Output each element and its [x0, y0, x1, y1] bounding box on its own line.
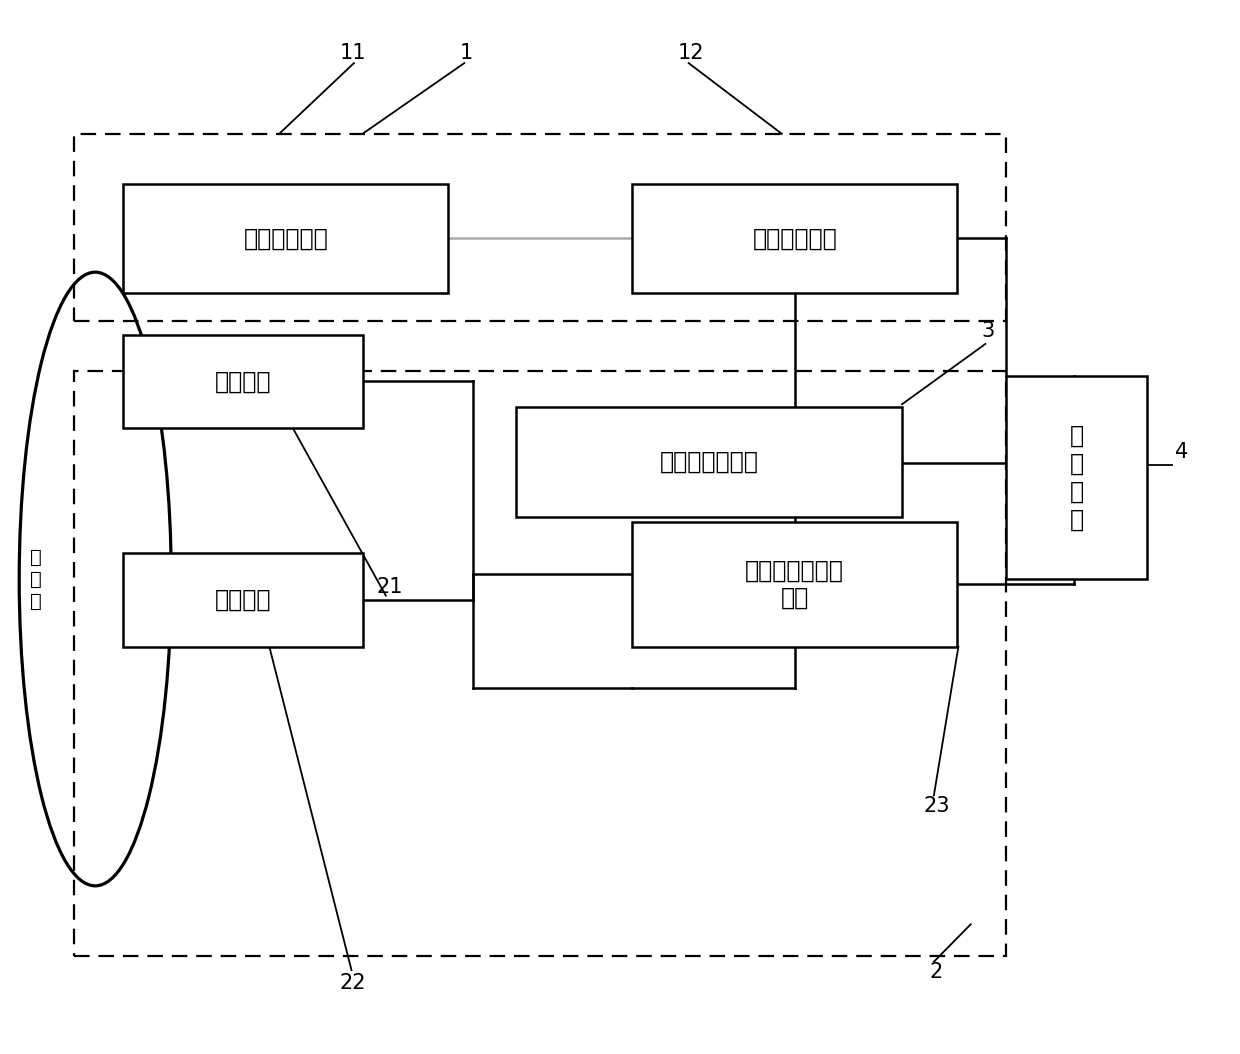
- Text: 电
源
模
块: 电 源 模 块: [1070, 424, 1084, 531]
- Text: 2: 2: [930, 962, 942, 982]
- Bar: [124, 553, 362, 646]
- Text: 电位检测电极: 电位检测电极: [243, 227, 329, 251]
- Text: 3: 3: [981, 321, 994, 341]
- Bar: [632, 183, 957, 293]
- Text: 12: 12: [678, 43, 704, 62]
- Bar: [74, 134, 1006, 321]
- Text: 22: 22: [340, 973, 366, 993]
- Text: 4: 4: [1176, 442, 1188, 462]
- Text: 第一电极: 第一电极: [215, 369, 272, 393]
- Text: 直流微电流产生
装置: 直流微电流产生 装置: [745, 559, 844, 610]
- Text: 23: 23: [923, 796, 950, 816]
- Text: 11: 11: [340, 43, 366, 62]
- Bar: [124, 334, 362, 428]
- Bar: [632, 522, 957, 646]
- Bar: [516, 408, 901, 516]
- Text: 21: 21: [376, 578, 403, 598]
- Text: 第二电极: 第二电极: [215, 588, 272, 611]
- Bar: [74, 371, 1006, 956]
- Text: 1: 1: [460, 43, 474, 62]
- Bar: [1006, 376, 1147, 579]
- Text: 分析与控制模块: 分析与控制模块: [660, 450, 759, 474]
- Text: 癫
痫
灶: 癫 痫 灶: [31, 547, 42, 610]
- Bar: [124, 183, 449, 293]
- Text: 电压放大电路: 电压放大电路: [753, 227, 837, 251]
